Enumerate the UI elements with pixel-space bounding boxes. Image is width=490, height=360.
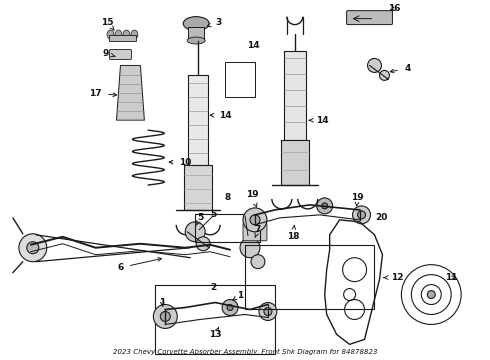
Text: 15: 15	[101, 18, 114, 30]
Circle shape	[243, 208, 267, 232]
Text: 14: 14	[309, 116, 329, 125]
Bar	[108, 35, 136, 41]
Text: 5: 5	[210, 210, 216, 219]
Ellipse shape	[123, 30, 130, 39]
Circle shape	[222, 300, 238, 315]
Ellipse shape	[187, 37, 205, 44]
Circle shape	[427, 291, 435, 298]
Text: 12: 12	[384, 273, 404, 282]
FancyBboxPatch shape	[243, 223, 267, 241]
Text: 18: 18	[287, 225, 299, 241]
Text: 4: 4	[390, 64, 411, 73]
Text: 7: 7	[255, 225, 261, 237]
Ellipse shape	[183, 17, 209, 31]
Text: 8: 8	[225, 193, 231, 202]
Text: 1: 1	[159, 298, 166, 307]
Text: 19: 19	[245, 190, 258, 207]
Ellipse shape	[115, 30, 122, 39]
Circle shape	[322, 203, 328, 209]
Text: 9: 9	[102, 49, 116, 58]
Bar	[245, 245, 374, 310]
Circle shape	[19, 234, 47, 262]
Text: 13: 13	[209, 327, 221, 339]
Bar	[155, 285, 275, 354]
Text: 19: 19	[351, 193, 364, 206]
Text: 5: 5	[196, 213, 203, 225]
Bar	[281, 140, 309, 185]
Circle shape	[160, 311, 171, 321]
Bar	[284, 50, 306, 140]
Bar	[188, 27, 204, 41]
Circle shape	[240, 238, 260, 258]
Circle shape	[185, 222, 205, 242]
Bar	[225, 62, 255, 97]
Polygon shape	[117, 66, 145, 120]
Bar	[188, 75, 208, 165]
Circle shape	[27, 242, 39, 254]
Text: 17: 17	[89, 89, 117, 98]
Text: 2023 Chevy Corvette Absorber Assembly, Front Shk Diagram for 84878823: 2023 Chevy Corvette Absorber Assembly, F…	[113, 349, 377, 355]
Text: 16: 16	[388, 4, 401, 13]
Text: 20: 20	[375, 213, 388, 222]
Circle shape	[353, 206, 370, 224]
Ellipse shape	[107, 30, 114, 39]
Text: 2: 2	[210, 283, 216, 292]
Circle shape	[368, 58, 382, 72]
Circle shape	[153, 305, 177, 328]
Circle shape	[379, 71, 390, 80]
Circle shape	[196, 237, 210, 251]
Circle shape	[250, 215, 260, 225]
Circle shape	[264, 307, 272, 315]
Circle shape	[259, 302, 277, 320]
Circle shape	[251, 255, 265, 269]
Circle shape	[317, 198, 333, 214]
Text: 14: 14	[210, 111, 231, 120]
FancyBboxPatch shape	[346, 11, 392, 24]
FancyBboxPatch shape	[110, 50, 131, 59]
Bar	[195, 214, 260, 242]
Text: 11: 11	[445, 273, 458, 282]
Text: 6: 6	[118, 257, 162, 272]
Circle shape	[358, 211, 366, 219]
Bar	[184, 165, 212, 210]
Text: 1: 1	[233, 291, 243, 300]
Text: 14: 14	[246, 41, 259, 50]
Text: 10: 10	[169, 158, 192, 167]
Text: 3: 3	[207, 18, 221, 27]
Ellipse shape	[131, 30, 138, 39]
Circle shape	[227, 305, 233, 310]
